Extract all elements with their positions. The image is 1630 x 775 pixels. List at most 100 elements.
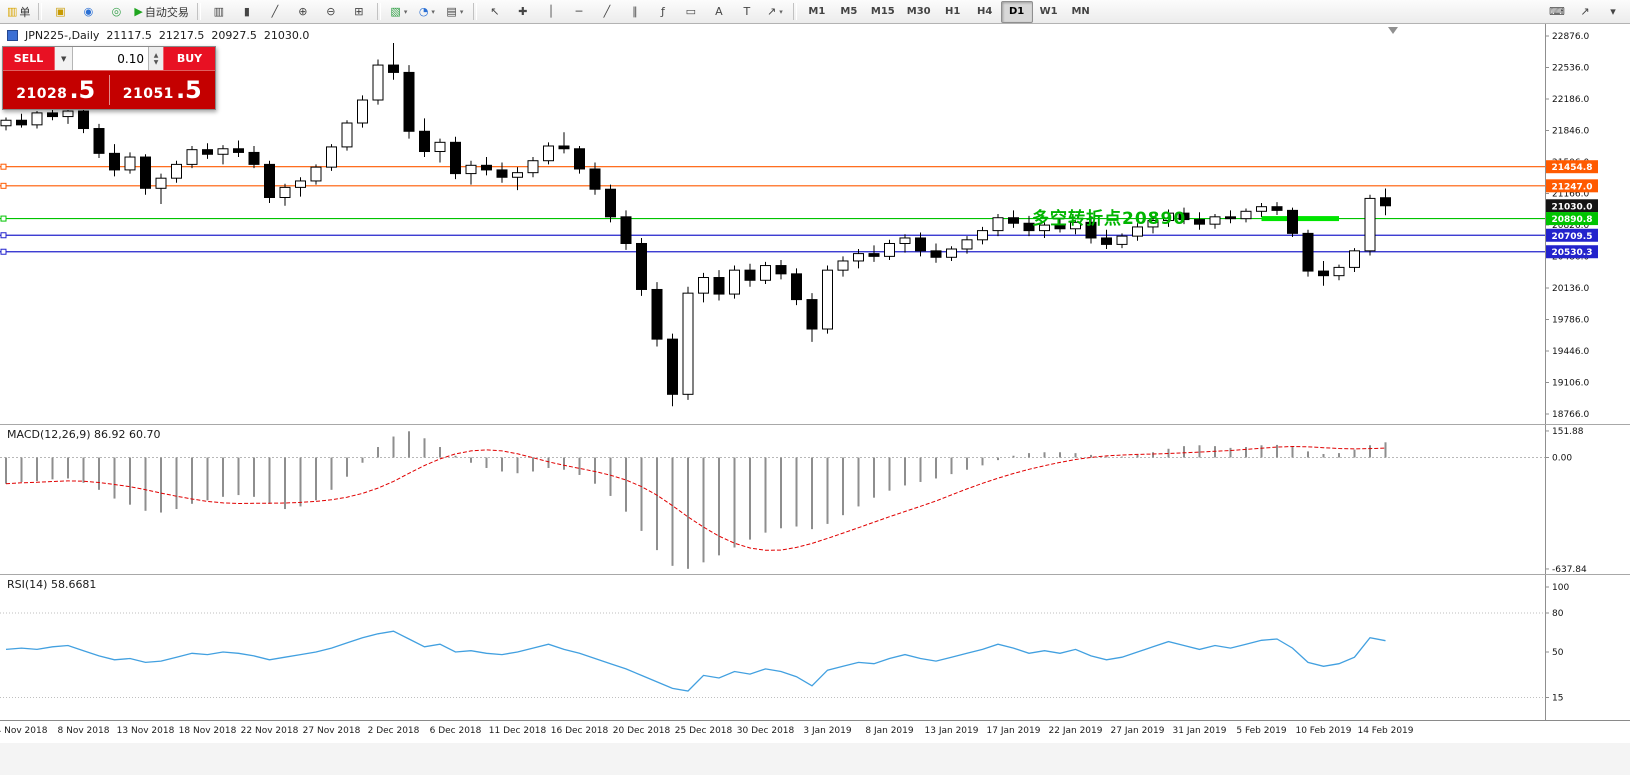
buy-button[interactable]: BUY <box>163 47 215 70</box>
channel-button[interactable]: ∥ <box>621 1 649 23</box>
market-watch-button[interactable]: ◉ <box>74 1 102 23</box>
svg-text:100: 100 <box>1552 583 1569 593</box>
templates-button[interactable]: ▤ ▾ <box>441 1 469 23</box>
timeframe-m30-button[interactable]: M30 <box>906 6 931 17</box>
volume-up-button[interactable]: ▲ <box>153 51 159 59</box>
timeframe-d1-button[interactable]: D1 <box>1000 0 1033 23</box>
macd-chart[interactable]: 151.88 0.00 -637.84 <box>0 425 1630 575</box>
navigator-button[interactable]: ◎ <box>102 1 130 23</box>
chart-ohlc-header: JPN225-,Daily 21117.5 21217.5 20927.5 21… <box>7 29 309 42</box>
label-button[interactable]: T <box>733 1 761 23</box>
fibonacci-icon: ƒ <box>660 5 665 18</box>
sell-price-panel[interactable]: 21028.5 <box>3 78 109 102</box>
highlight-segment <box>1261 216 1339 222</box>
time-axis[interactable]: 4 Nov 2018 8 Nov 2018 13 Nov 2018 18 Nov 20… <box>0 720 1630 743</box>
rsi-pane[interactable]: RSI(14) 58.6681 100 80 50 15 <box>0 574 1630 721</box>
bar-chart-button[interactable]: ▥ <box>205 1 233 23</box>
text-button[interactable]: A <box>705 1 733 23</box>
volume-down-button[interactable]: ▼ <box>153 58 159 66</box>
symbol-icon <box>7 30 18 41</box>
time-axis-label: 8 Nov 2018 <box>57 726 110 736</box>
line-handle <box>0 163 7 170</box>
time-axis-label: 6 Dec 2018 <box>429 726 482 736</box>
rsi-chart[interactable]: 100 80 50 15 <box>0 575 1630 721</box>
line-handle <box>0 182 7 189</box>
macd-histogram <box>5 431 1387 569</box>
svg-text:-637.84: -637.84 <box>1552 565 1587 575</box>
cursor-button[interactable]: ↖ <box>481 1 509 23</box>
shapes-button[interactable]: ▭ <box>677 1 705 23</box>
volume-dropdown-button[interactable]: ▼ <box>55 47 74 70</box>
main-chart-pane[interactable]: JPN225-,Daily 21117.5 21217.5 20927.5 21… <box>0 24 1630 424</box>
macd-axis[interactable]: 151.88 0.00 -637.84 <box>1545 425 1587 575</box>
timeframe-m5-button[interactable]: M5 <box>840 6 858 17</box>
sell-button[interactable]: SELL <box>3 47 55 70</box>
candles <box>0 42 1391 407</box>
candlestick-icon: ▮ <box>243 5 250 18</box>
timeframe-mn-button[interactable]: MN <box>1071 6 1090 17</box>
profiles-button[interactable]: ◔ ▾ <box>413 1 441 23</box>
toolbar-overflow-button[interactable]: ▾ <box>1599 1 1627 23</box>
new-order-button[interactable]: ▥ 单 <box>3 1 34 23</box>
toolbar-separator <box>472 3 477 20</box>
time-axis-label: 30 Dec 2018 <box>736 726 795 736</box>
svg-text:21846.0: 21846.0 <box>1552 127 1589 137</box>
timeframe-h4-button[interactable]: H4 <box>976 6 993 17</box>
market-watch-icon: ◉ <box>83 5 94 18</box>
channel-icon: ∥ <box>632 5 638 18</box>
time-axis-label: 18 Nov 2018 <box>178 726 237 736</box>
zoom-out-button[interactable]: ⊖ <box>317 1 345 23</box>
rsi-axis[interactable]: 100 80 50 15 <box>1545 575 1569 721</box>
timeframe-w1-button[interactable]: W1 <box>1039 6 1058 17</box>
main-chart[interactable]: 22876.022536.022186.021846.021506.021166… <box>0 24 1630 424</box>
time-axis-label: 27 Nov 2018 <box>302 726 361 736</box>
bar-chart-icon: ▥ <box>213 5 225 18</box>
timeframe-h1-button[interactable]: H1 <box>944 6 961 17</box>
svg-text:15: 15 <box>1552 694 1563 704</box>
buy-price: 21051 <box>122 86 174 102</box>
time-axis-label: 25 Dec 2018 <box>674 726 733 736</box>
time-axis-label: 27 Jan 2019 <box>1110 726 1165 736</box>
line-chart-button[interactable]: ╱ <box>261 1 289 23</box>
time-axis-label: 2 Dec 2018 <box>367 726 420 736</box>
terminal-button[interactable]: ▣ <box>46 1 74 23</box>
toolbar-separator <box>38 3 43 20</box>
crosshair-button[interactable]: ✚ <box>509 1 537 23</box>
volume-input[interactable] <box>73 47 148 70</box>
timeframe-m1-button[interactable]: M1 <box>808 6 826 17</box>
autotrading-button[interactable]: ▶ 自动交易 <box>130 1 192 23</box>
pointer-button[interactable]: ↗ <box>1571 1 1599 23</box>
svg-text:21166.0: 21166.0 <box>1552 190 1589 200</box>
new-chart-button[interactable]: ▧ ▾ <box>385 1 413 23</box>
text-icon: A <box>715 5 723 18</box>
trendline-button[interactable]: ╱ <box>593 1 621 23</box>
fibonacci-button[interactable]: ƒ <box>649 1 677 23</box>
svg-text:21247.0: 21247.0 <box>1552 182 1593 192</box>
new-order-button-label: 单 <box>19 5 31 19</box>
svg-text:19786.0: 19786.0 <box>1552 316 1589 326</box>
candlestick-chart-button[interactable]: ▮ <box>233 1 261 23</box>
ohlc-low: 20927.5 <box>211 29 257 42</box>
horizontal-line-button[interactable]: ─ <box>565 1 593 23</box>
volume-stepper: ▲ ▼ <box>148 47 163 70</box>
profiles-icon: ◔ <box>418 5 429 18</box>
toolbar: ▥ 单 ▣ ◉ ◎ ▶ 自动交易 ▥ ▮ ╱ ⊕ ⊖ ⊞ ▧ ▾ ◔ ▾ ▤ ▾ ↖ ✚ │ ─ ╱ ∥ ƒ ▭ A T ↗ ▾ M1 M5 M1… <box>0 0 1630 24</box>
keyboard-button[interactable]: ⌨ <box>1543 1 1571 23</box>
bottom-strip <box>0 742 1630 775</box>
symbol-label: JPN225-,Daily <box>25 29 100 42</box>
arrows-button[interactable]: ↗ ▾ <box>761 1 789 23</box>
time-axis-label: 16 Dec 2018 <box>550 726 609 736</box>
svg-text:21030.0: 21030.0 <box>1552 202 1593 212</box>
macd-pane[interactable]: MACD(12,26,9) 86.92 60.70 151.88 0.00 -637… <box>0 424 1630 575</box>
timeframe-m15-button[interactable]: M15 <box>870 6 895 17</box>
price-badges: 21454.8 21247.0 21030.0 20890.8 20709.5 20530… <box>1546 160 1598 259</box>
svg-text:0.00: 0.00 <box>1552 454 1572 464</box>
sell-price-pips: .5 <box>69 76 96 104</box>
vertical-line-button[interactable]: │ <box>537 1 565 23</box>
autotrading-button-label: 自动交易 <box>144 5 189 19</box>
buy-price-panel[interactable]: 21051.5 <box>110 78 216 102</box>
svg-text:151.88: 151.88 <box>1552 427 1584 437</box>
zoom-in-button[interactable]: ⊕ <box>289 1 317 23</box>
svg-text:22876.0: 22876.0 <box>1552 32 1589 42</box>
tile-windows-button[interactable]: ⊞ <box>345 1 373 23</box>
